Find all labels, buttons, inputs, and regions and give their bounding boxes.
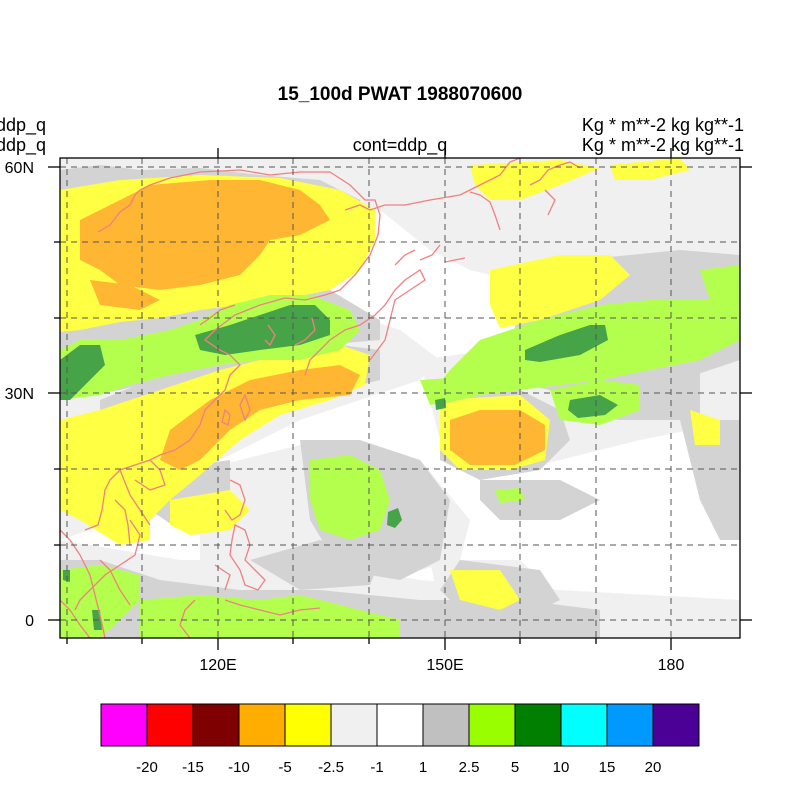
lon-label-150e: 150E: [426, 657, 463, 674]
colorbar-box-6: [376, 703, 424, 747]
colorbar-box-4: [284, 703, 332, 747]
plot-title: 15_100d PWAT 1988070600: [277, 84, 523, 105]
colorbar-box-8: [468, 703, 516, 747]
colorbar-box-9: [514, 703, 562, 747]
colorbar-label-10: 15: [599, 759, 616, 776]
colorbar-box-1: [146, 703, 194, 747]
colorbar-box-3: [238, 703, 286, 747]
colorbar-label-11: 20: [645, 759, 662, 776]
colorbar-label-2: -10: [228, 759, 250, 776]
map-frame: [59, 157, 741, 639]
colorbar-label-3: -5: [278, 759, 291, 776]
units-string-top: Kg * m**-2 kg kg**-1: [581, 115, 744, 135]
lon-label-120e: 120E: [199, 657, 236, 674]
colorbar-box-5: [330, 703, 378, 747]
colorbar-box-10: [560, 703, 608, 747]
colorbar-box-11: [606, 703, 654, 747]
colorbar-label-9: 10: [553, 759, 570, 776]
colorbar-box-7: [422, 703, 470, 747]
graticule: [60, 158, 740, 638]
colorbar-label-4: -2.5: [318, 759, 344, 776]
colorbar-boxes: [100, 703, 700, 747]
lat-label-30n: 30N: [5, 386, 34, 403]
lat-label-60n: 60N: [5, 160, 34, 177]
coastlines: [60, 158, 581, 638]
colorbar-label-6: 1: [419, 759, 427, 776]
colorbar-label-8: 5: [511, 759, 519, 776]
center-string: cont=ddp_q: [352, 135, 448, 155]
colorbar-label-1: -15: [182, 759, 204, 776]
colorbar-labels: -20 -15 -10 -5 -2.5 -1 1 2.5 5 10 15 20: [136, 759, 661, 776]
left-string-top: ddp_q: [0, 115, 47, 135]
colorbar-box-12: [652, 703, 700, 747]
colorbar-box-0: [100, 703, 148, 747]
lon-label-180: 180: [658, 657, 685, 674]
colorbar-label-0: -20: [136, 759, 158, 776]
colorbar-box-2: [192, 703, 240, 747]
units-string-bottom: Kg * m**-2 kg kg**-1: [581, 135, 744, 155]
left-string-bottom: ddp_q: [0, 135, 47, 155]
colorbar-label-7: 2.5: [459, 759, 480, 776]
tick-marks: [48, 148, 752, 650]
lat-label-0: 0: [25, 613, 34, 630]
colorbar-label-5: -1: [370, 759, 383, 776]
